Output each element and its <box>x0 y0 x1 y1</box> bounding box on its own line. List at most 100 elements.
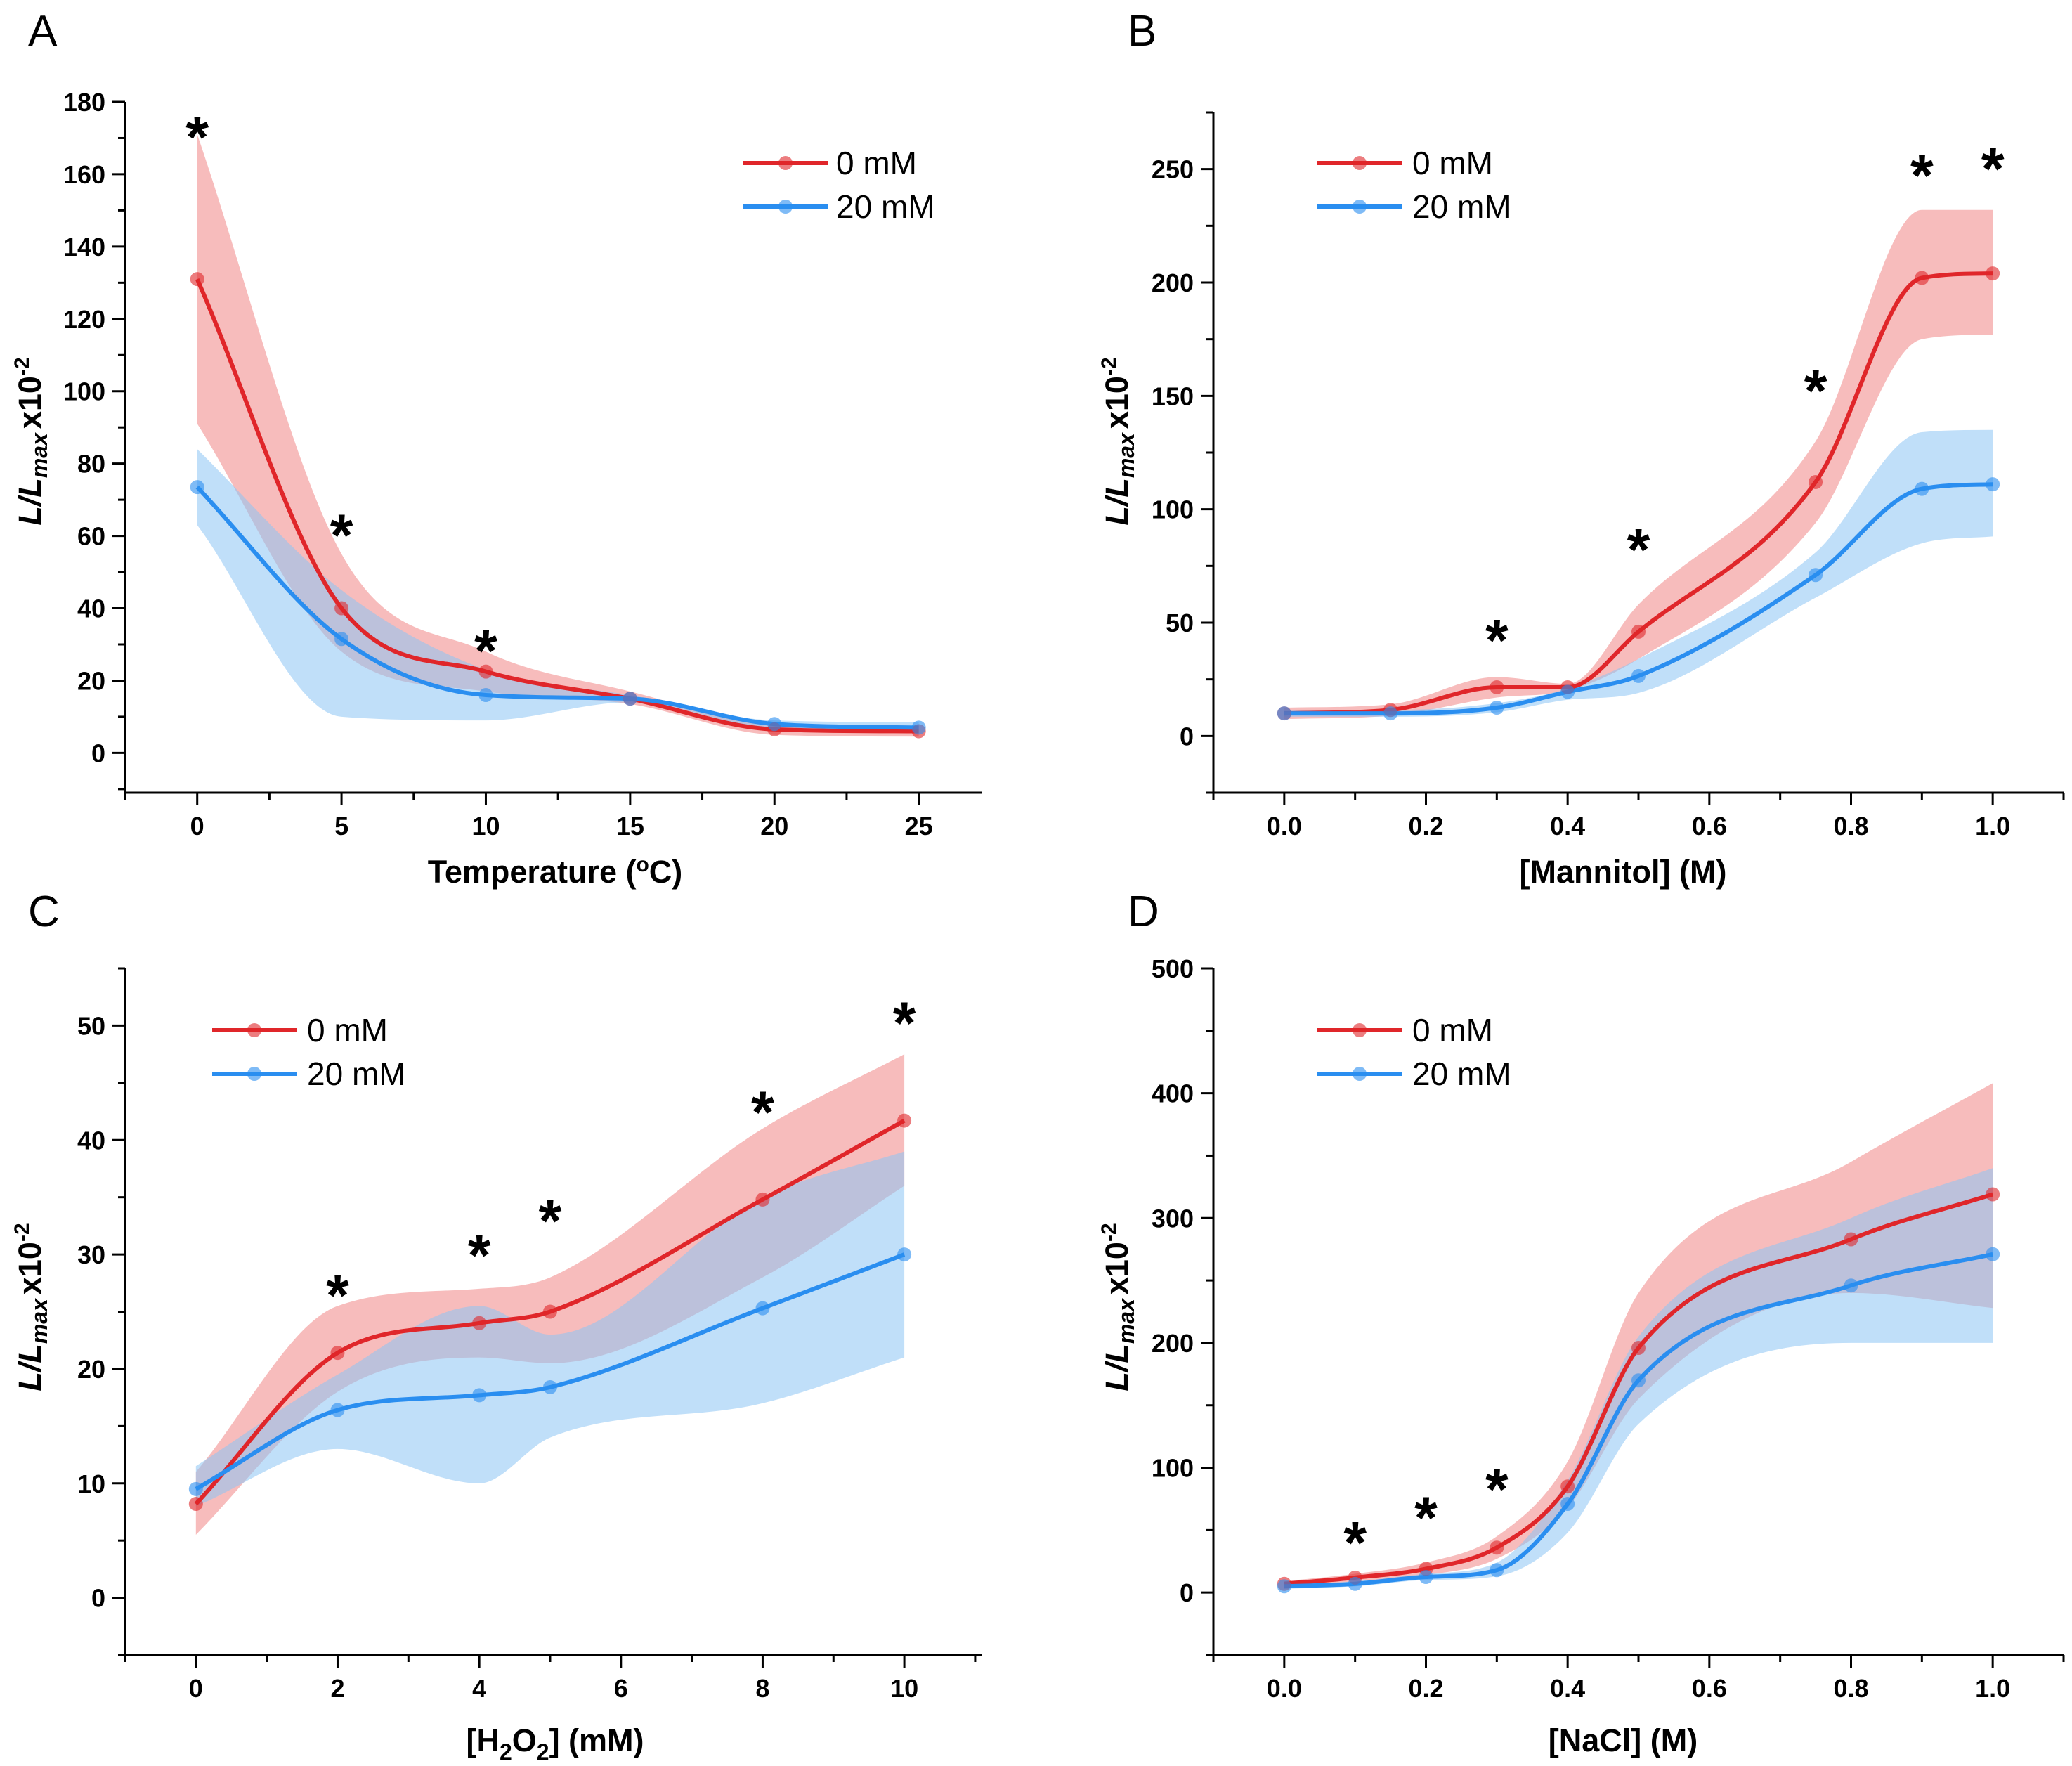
y-tick-label: 0 <box>1180 1578 1194 1607</box>
data-point-blue <box>1631 1373 1646 1388</box>
legend-marker-1 <box>247 1067 261 1081</box>
data-point-blue <box>1915 481 1929 496</box>
data-point-blue <box>1631 668 1646 683</box>
legend-marker-0 <box>1353 156 1367 170</box>
legend-marker-1 <box>778 200 793 214</box>
x-tick-label: 10 <box>890 1674 918 1703</box>
data-point-blue <box>1277 706 1291 721</box>
y-tick-label: 20 <box>77 1355 105 1384</box>
data-point-blue <box>1986 1247 2000 1261</box>
y-tick-label: 100 <box>63 377 105 406</box>
data-point-blue <box>334 632 349 647</box>
tick-labels: 0 2 4 6 8 10 0 10 20 30 40 50 <box>77 1011 918 1703</box>
data-point-blue <box>1419 1569 1433 1584</box>
x-tick-label: 0.2 <box>1408 812 1443 840</box>
data-point-blue <box>1986 477 2000 492</box>
x-tick-label: 0.4 <box>1550 812 1585 840</box>
x-tick-label: 4 <box>472 1674 486 1703</box>
legend-label-0: 0 mM <box>307 1012 388 1048</box>
data-point-red <box>1809 474 1823 489</box>
y-tick-label: 60 <box>77 522 105 551</box>
significance-star: * <box>326 1262 349 1328</box>
data-point-blue <box>1383 706 1398 721</box>
y-tick-label: 50 <box>1166 609 1194 637</box>
series-line-blue <box>195 1252 906 1491</box>
y-tick-label: 0 <box>1180 722 1194 751</box>
error-band-red <box>1284 1083 1993 1587</box>
tick-labels: 0 5 10 15 20 25 0 20 40 60 80 100 120 140 160 180 <box>63 88 933 840</box>
y-tick-label: 160 <box>63 160 105 189</box>
data-point-blue <box>911 720 926 735</box>
y-tick-label: 500 <box>1152 954 1194 983</box>
y-tick-label: 140 <box>63 233 105 261</box>
y-tick-label: 300 <box>1152 1204 1194 1233</box>
y-tick-label: 180 <box>63 88 105 117</box>
x-tick-label: 0.2 <box>1408 1674 1443 1703</box>
x-tick-label: 8 <box>755 1674 769 1703</box>
data-point-red <box>472 1316 487 1330</box>
panel-c: C 0 2 4 6 8 10 0 10 20 30 40 50 * * * * * [H2O2] (mM) L… <box>11 888 982 1765</box>
data-point-red <box>1986 266 2000 281</box>
significance-markers: * * * * * <box>326 989 916 1328</box>
data-point-red <box>330 1346 345 1361</box>
legend-marker-1 <box>1353 200 1367 214</box>
axes <box>112 100 982 805</box>
x-tick-label: 0.6 <box>1692 812 1727 840</box>
data-point-red <box>334 601 349 616</box>
x-tick-label: 5 <box>334 812 348 840</box>
series-lines <box>194 1118 906 1506</box>
x-tick-label: 0 <box>189 1674 203 1703</box>
data-point-blue <box>1809 568 1823 583</box>
data-point-red <box>755 1192 770 1207</box>
y-axis-title: L/Lmaxx10-2 <box>1097 357 1139 525</box>
x-tick-label: 25 <box>905 812 933 840</box>
significance-markers: * * * <box>1343 1456 1509 1576</box>
legend-label-0: 0 mM <box>1412 145 1493 181</box>
x-tick-label: 1.0 <box>1975 812 2010 840</box>
legend-marker-1 <box>1353 1067 1367 1081</box>
y-tick-label: 40 <box>77 595 105 623</box>
data-point-blue <box>542 1379 557 1394</box>
data-point-red <box>188 1497 203 1512</box>
data-point-blue <box>1490 701 1504 715</box>
data-point-blue <box>623 692 637 706</box>
x-tick-label: 6 <box>614 1674 628 1703</box>
x-axis-title: Temperature (oC) <box>428 853 683 890</box>
data-point-red <box>1490 1540 1504 1555</box>
significance-star: * <box>751 1079 774 1145</box>
error-band-red <box>195 1054 905 1535</box>
data-point-blue <box>1844 1278 1858 1293</box>
significance-star: * <box>468 1222 491 1288</box>
tick-labels: 0.0 0.2 0.4 0.6 0.8 1.0 0 50 100 150 200 250 <box>1152 155 2010 840</box>
data-points <box>188 1113 912 1512</box>
error-bands <box>195 1054 905 1535</box>
y-tick-label: 250 <box>1152 155 1194 184</box>
error-band-blue <box>1284 429 1993 717</box>
legend-marker-0 <box>1353 1023 1367 1037</box>
data-point-blue <box>478 688 493 703</box>
x-tick-label: 0.6 <box>1692 1674 1727 1703</box>
data-points <box>1277 1187 2000 1594</box>
y-tick-label: 10 <box>77 1469 105 1498</box>
y-tick-label: 100 <box>1152 1454 1194 1483</box>
series-line-red <box>194 1118 906 1506</box>
significance-star: * <box>1804 358 1827 424</box>
x-tick-label: 0.0 <box>1267 812 1302 840</box>
data-point-blue <box>330 1403 345 1417</box>
significance-star: * <box>1414 1485 1438 1551</box>
y-tick-label: 0 <box>91 1584 105 1613</box>
data-point-blue <box>1348 1576 1362 1591</box>
significance-star: * <box>539 1188 562 1254</box>
data-point-red <box>897 1113 912 1128</box>
axes <box>112 967 982 1668</box>
data-point-red <box>542 1304 557 1319</box>
series-line-blue <box>195 486 919 730</box>
x-axis-title: [H2O2] (mM) <box>466 1722 644 1765</box>
error-bands <box>1284 1083 1993 1589</box>
x-tick-label: 2 <box>330 1674 344 1703</box>
tick-labels: 0.0 0.2 0.4 0.6 0.8 1.0 0 100 200 300 400 500 <box>1152 954 2010 1703</box>
error-bands <box>197 134 919 737</box>
